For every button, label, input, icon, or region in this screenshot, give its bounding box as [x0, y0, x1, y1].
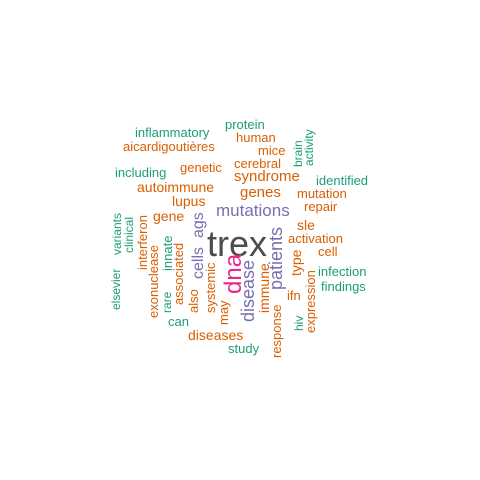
word-ifn: ifn [287, 288, 301, 303]
word-infection: infection [318, 264, 367, 279]
word-findings: findings [321, 279, 366, 294]
word-sle: sle [297, 217, 315, 233]
word-autoimmune: autoimmune [137, 179, 215, 195]
word-interferon: interferon [135, 215, 150, 270]
word-gene: gene [153, 208, 185, 224]
word-study: study [228, 341, 260, 356]
word-systemic: systemic [203, 262, 218, 313]
word-may: may [216, 300, 231, 325]
word-cell: cell [318, 244, 338, 259]
word-variants: variants [110, 212, 124, 255]
word-also: also [186, 289, 201, 313]
word-expression: expression [303, 270, 318, 333]
word-clinical: clinical [122, 216, 136, 253]
word-lupus: lupus [172, 193, 206, 209]
word-diseases: diseases [188, 327, 244, 343]
word-human: human [236, 130, 276, 145]
word-disease: disease [238, 259, 258, 322]
word-protein: protein [225, 117, 265, 132]
word-type: type [288, 249, 304, 276]
word-identified: identified [316, 173, 369, 188]
word-including: including [115, 165, 167, 180]
word-ags: ags [190, 212, 207, 238]
word-repair: repair [304, 199, 338, 214]
word-mutations: mutations [216, 201, 290, 220]
word-syndrome: syndrome [234, 168, 300, 185]
word-activity: activity [302, 129, 316, 166]
word-elsevier: elsevier [109, 268, 123, 310]
word-innate: innate [160, 235, 175, 271]
word-aicardigoutieres: aicardigoutières [123, 139, 215, 154]
word-genetic: genetic [180, 160, 222, 175]
word-rare: rare [160, 291, 174, 313]
word-cerebral: cerebral [234, 156, 281, 171]
word-genes: genes [240, 184, 281, 201]
word-trex: trex [207, 223, 268, 264]
word-mutation: mutation [297, 186, 347, 201]
word-inflammatory: inflammatory [135, 125, 210, 140]
word-activation: activation [288, 231, 343, 246]
word-can: can [168, 314, 189, 329]
word-response: response [269, 304, 284, 358]
word-mice: mice [258, 143, 286, 158]
